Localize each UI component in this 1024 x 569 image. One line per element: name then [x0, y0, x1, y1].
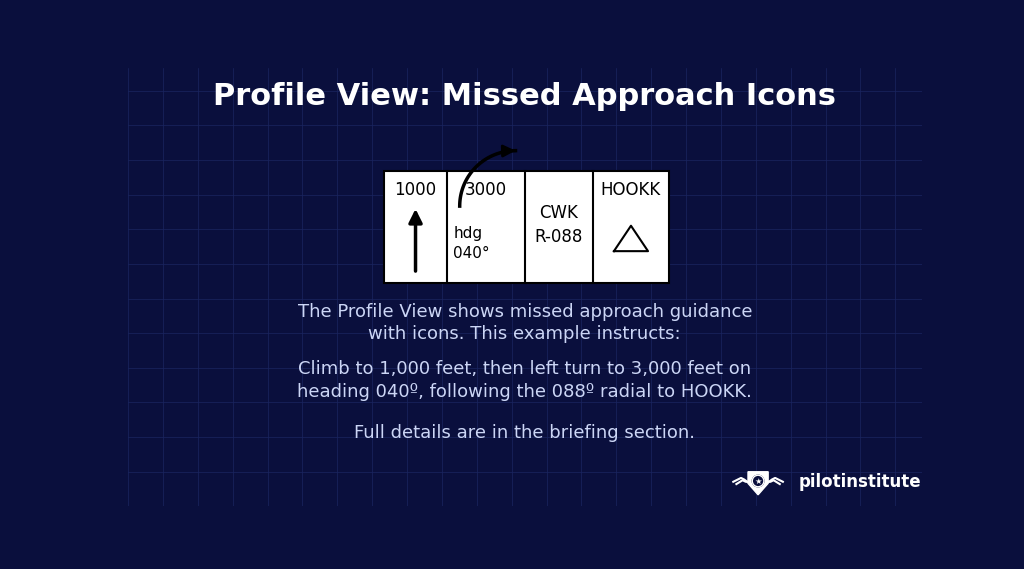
Text: 1000: 1000 [394, 181, 436, 199]
Text: hdg: hdg [454, 225, 482, 241]
Circle shape [753, 475, 764, 486]
Text: 040°: 040° [454, 246, 490, 261]
Text: CWK: CWK [540, 204, 579, 222]
Text: The Profile View shows missed approach guidance: The Profile View shows missed approach g… [298, 303, 752, 321]
Text: 3000: 3000 [465, 181, 507, 199]
Polygon shape [748, 472, 768, 495]
Text: Climb to 1,000 feet, then left turn to 3,000 feet on: Climb to 1,000 feet, then left turn to 3… [298, 360, 752, 378]
Text: heading 040º, following the 088º radial to HOOKK.: heading 040º, following the 088º radial … [297, 384, 753, 402]
Bar [384, 171, 669, 283]
Text: Profile View: Missed Approach Icons: Profile View: Missed Approach Icons [213, 83, 837, 112]
Text: with icons. This example instructs:: with icons. This example instructs: [369, 325, 681, 343]
Text: ★: ★ [755, 476, 762, 485]
Text: HOOKK: HOOKK [601, 181, 662, 199]
Text: pilotinstitute: pilotinstitute [799, 473, 921, 491]
Text: R-088: R-088 [535, 228, 583, 246]
Text: Full details are in the briefing section.: Full details are in the briefing section… [354, 424, 695, 442]
